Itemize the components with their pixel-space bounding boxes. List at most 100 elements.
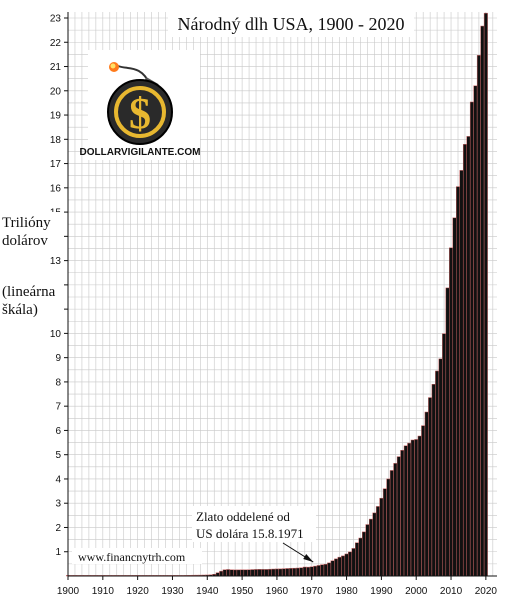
bar-2001 bbox=[417, 435, 422, 577]
bar-2008 bbox=[442, 333, 447, 577]
bar-1986 bbox=[365, 524, 370, 577]
axes bbox=[67, 12, 497, 577]
bar-1973 bbox=[320, 564, 325, 577]
bar-1955 bbox=[257, 569, 262, 577]
bar-1975 bbox=[327, 562, 332, 577]
bar-1967 bbox=[299, 567, 304, 577]
x-tick-label: 1920 bbox=[127, 586, 150, 597]
ylabel-background-bottom bbox=[0, 281, 64, 319]
bar-1989 bbox=[375, 506, 380, 577]
y-axis-label-line: škála) bbox=[2, 302, 38, 318]
bar-2010 bbox=[449, 247, 454, 577]
y-tick-label: 3 bbox=[55, 499, 61, 510]
annotation-arrow-head bbox=[303, 554, 314, 563]
y-tick-label: 18 bbox=[50, 135, 62, 146]
bar-1977 bbox=[334, 558, 339, 577]
y-tick-label: 17 bbox=[50, 159, 62, 170]
bar-1961 bbox=[278, 568, 283, 577]
x-tick-labels: 1900 1910 1920 1930 1940 1950 1960 1970 1980 1990… bbox=[57, 576, 497, 597]
y-tick-label: 23 bbox=[50, 14, 62, 25]
y-tick-label: 4 bbox=[55, 474, 61, 485]
logo-text: DOLLARVIGILANTE.COM bbox=[80, 147, 201, 158]
bar-1945 bbox=[222, 569, 227, 577]
bar-1950 bbox=[240, 569, 245, 577]
x-tick-label: 1930 bbox=[161, 586, 184, 597]
dollar-sign-icon: $ bbox=[129, 89, 151, 138]
bar-1949 bbox=[236, 569, 241, 577]
annotation-text: Zlato oddelené od bbox=[196, 509, 290, 524]
bar-2000 bbox=[414, 439, 419, 577]
bar-2009 bbox=[445, 287, 450, 577]
x-tick-label: 1940 bbox=[196, 586, 219, 597]
bar-1969 bbox=[306, 566, 311, 577]
x-tick-label: 1910 bbox=[92, 586, 115, 597]
bar-1953 bbox=[250, 569, 255, 577]
bar-1962 bbox=[281, 568, 286, 577]
bar-1965 bbox=[292, 567, 297, 577]
bar-1957 bbox=[264, 569, 269, 577]
y-tick-label: 7 bbox=[55, 402, 61, 413]
y-tick-label: 9 bbox=[55, 353, 61, 364]
bar-1999 bbox=[410, 439, 415, 577]
bar-2006 bbox=[435, 370, 440, 577]
bar-1988 bbox=[372, 512, 377, 577]
bar-2005 bbox=[431, 383, 436, 577]
bar-1974 bbox=[323, 564, 328, 577]
bar-1981 bbox=[348, 551, 353, 577]
y-tick-label: 5 bbox=[55, 450, 61, 461]
x-tick-label: 1900 bbox=[57, 586, 80, 597]
bar-1984 bbox=[358, 537, 363, 577]
bar-1964 bbox=[288, 568, 293, 577]
dollarvigilante-logo: $ DOLLARVIGILANTE.COM bbox=[80, 50, 201, 160]
bar-2018 bbox=[476, 55, 481, 577]
bar-1993 bbox=[389, 470, 394, 577]
bar-1979 bbox=[341, 555, 346, 577]
bar-1983 bbox=[355, 542, 360, 577]
bar-2011 bbox=[452, 217, 457, 577]
bar-1963 bbox=[285, 568, 290, 577]
bar-1991 bbox=[382, 488, 387, 577]
x-tick-label: 1960 bbox=[266, 586, 289, 597]
y-tick-label: 21 bbox=[50, 62, 62, 73]
y-tick-label: 8 bbox=[55, 377, 61, 388]
y-tick-label: 16 bbox=[50, 183, 62, 194]
y-axis-label: Trilióny dolárov (lineárna škála) bbox=[0, 212, 64, 319]
bar-1970 bbox=[309, 566, 314, 577]
chart-title: Národný dlh USA, 1900 - 2020 bbox=[178, 14, 405, 34]
bar-1992 bbox=[386, 478, 391, 577]
bar-2003 bbox=[424, 411, 429, 577]
bar-1946 bbox=[226, 569, 231, 577]
bar-1952 bbox=[247, 569, 252, 577]
bar-2012 bbox=[456, 186, 460, 577]
bar-1966 bbox=[295, 567, 300, 577]
bar-1978 bbox=[337, 556, 342, 577]
y-tick-label: 10 bbox=[50, 329, 62, 340]
y-tick-label: 22 bbox=[50, 38, 62, 49]
x-tick-label: 1970 bbox=[301, 586, 324, 597]
bar-1944 bbox=[219, 570, 224, 577]
bar-1995 bbox=[396, 456, 401, 577]
bar-1980 bbox=[344, 553, 349, 577]
x-tick-label: 1990 bbox=[370, 586, 393, 597]
bar-1998 bbox=[407, 442, 412, 577]
bar-1948 bbox=[233, 569, 238, 577]
gold-annotation: Zlato oddelené od US dolára 15.8.1971 bbox=[192, 506, 316, 563]
y-axis-label-line: (lineárna bbox=[2, 284, 56, 300]
bar-1956 bbox=[261, 569, 265, 577]
bar-2002 bbox=[421, 425, 426, 577]
source-text: www.financnytrh.com bbox=[78, 550, 186, 564]
y-axis-label-line: dolárov bbox=[2, 233, 48, 249]
bar-1960 bbox=[274, 568, 279, 577]
x-tick-label: 2010 bbox=[440, 586, 463, 597]
bar-1976 bbox=[330, 560, 335, 577]
bar-1959 bbox=[271, 568, 276, 577]
bar-2019 bbox=[480, 25, 485, 577]
source-background bbox=[72, 548, 202, 564]
bar-2007 bbox=[438, 358, 443, 577]
y-tick-label: 1 bbox=[55, 547, 61, 558]
bar-1954 bbox=[254, 569, 259, 577]
y-axis-label-line: Trilióny bbox=[2, 215, 51, 231]
bar-2020 bbox=[483, 12, 488, 577]
bar-1958 bbox=[267, 568, 272, 577]
